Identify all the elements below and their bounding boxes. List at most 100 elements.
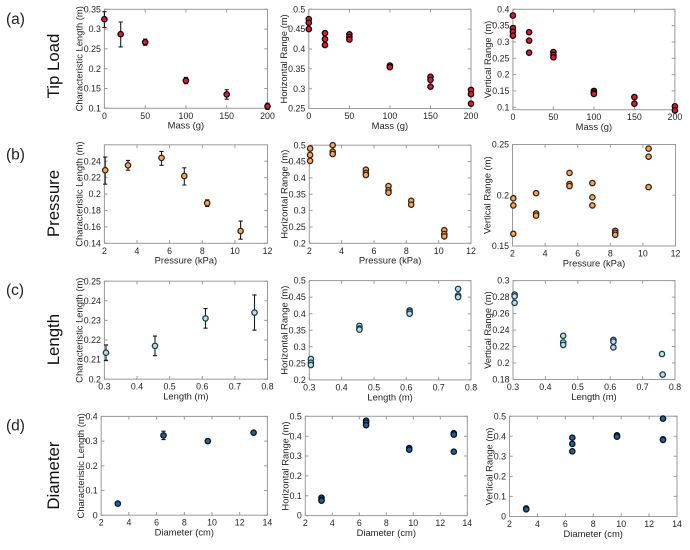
- svg-text:10: 10: [230, 246, 240, 256]
- svg-text:Horizontal Range (m): Horizontal Range (m): [279, 421, 290, 510]
- svg-text:0.1: 0.1: [290, 491, 302, 501]
- svg-text:0.4: 0.4: [294, 309, 306, 319]
- svg-text:0.25: 0.25: [289, 222, 306, 232]
- svg-text:2: 2: [507, 519, 512, 529]
- svg-text:Vertical Range (m): Vertical Range (m): [482, 291, 493, 369]
- svg-text:4: 4: [135, 246, 140, 256]
- svg-text:200: 200: [668, 112, 683, 122]
- svg-text:0.2: 0.2: [294, 238, 306, 248]
- svg-text:100: 100: [587, 112, 602, 122]
- svg-text:0.3: 0.3: [98, 382, 110, 392]
- svg-text:0.45: 0.45: [289, 157, 306, 167]
- svg-text:0.2: 0.2: [497, 70, 509, 80]
- svg-text:(c): (c): [6, 282, 24, 299]
- svg-text:12: 12: [235, 518, 245, 528]
- svg-text:6: 6: [167, 246, 172, 256]
- svg-text:0: 0: [306, 111, 311, 121]
- svg-text:0.3: 0.3: [294, 206, 306, 216]
- svg-text:200: 200: [260, 111, 275, 121]
- svg-text:Length (m): Length (m): [163, 391, 208, 402]
- svg-text:4: 4: [535, 519, 540, 529]
- svg-text:8: 8: [182, 518, 187, 528]
- svg-text:0.14: 0.14: [84, 238, 101, 248]
- svg-text:0.25: 0.25: [84, 276, 101, 286]
- svg-text:Length (m): Length (m): [571, 391, 616, 402]
- svg-text:0.7: 0.7: [636, 382, 648, 392]
- svg-text:0.21: 0.21: [84, 355, 101, 365]
- svg-text:0.5: 0.5: [368, 382, 380, 392]
- svg-text:0.3: 0.3: [85, 436, 97, 446]
- svg-text:50: 50: [549, 112, 559, 122]
- svg-text:6: 6: [575, 249, 580, 259]
- svg-text:Horizontal Range (m): Horizontal Range (m): [278, 14, 289, 103]
- svg-text:50: 50: [140, 111, 150, 121]
- svg-text:0.25: 0.25: [492, 53, 509, 63]
- svg-text:100: 100: [383, 111, 398, 121]
- svg-text:0.25: 0.25: [289, 358, 306, 368]
- svg-text:0.2: 0.2: [494, 472, 506, 482]
- svg-text:6: 6: [563, 519, 568, 529]
- svg-text:2: 2: [303, 518, 308, 528]
- svg-text:(a): (a): [6, 11, 25, 28]
- svg-text:0.8: 0.8: [261, 382, 273, 392]
- svg-text:0.2: 0.2: [89, 189, 101, 199]
- svg-text:0.3: 0.3: [497, 276, 509, 286]
- svg-text:0.25: 0.25: [288, 104, 305, 114]
- svg-text:0.35: 0.35: [289, 325, 306, 335]
- svg-text:8: 8: [404, 246, 409, 256]
- svg-text:Pressure: Pressure: [44, 170, 63, 237]
- svg-text:0.4: 0.4: [85, 412, 97, 422]
- svg-text:0: 0: [93, 510, 98, 520]
- svg-text:0.7: 0.7: [433, 382, 445, 392]
- svg-text:14: 14: [672, 519, 682, 529]
- svg-text:0.3: 0.3: [303, 382, 315, 392]
- svg-text:0.4: 0.4: [539, 382, 551, 392]
- svg-text:(b): (b): [6, 147, 25, 164]
- svg-text:0.5: 0.5: [294, 140, 306, 150]
- svg-text:0.3: 0.3: [494, 451, 506, 461]
- svg-text:Diameter: Diameter: [44, 441, 63, 509]
- svg-text:0.15: 0.15: [84, 84, 101, 94]
- svg-text:Horizontal Range (m): Horizontal Range (m): [278, 286, 289, 375]
- svg-text:Pressure (kPa): Pressure (kPa): [563, 257, 626, 268]
- svg-text:Mass (g): Mass (g): [372, 120, 408, 131]
- svg-text:50: 50: [345, 111, 355, 121]
- svg-text:10: 10: [434, 246, 444, 256]
- svg-text:0.3: 0.3: [497, 37, 509, 47]
- svg-text:0.22: 0.22: [84, 335, 101, 345]
- svg-text:0.5: 0.5: [290, 411, 302, 421]
- svg-text:Pressure (kPa): Pressure (kPa): [359, 255, 422, 266]
- svg-text:4: 4: [330, 518, 335, 528]
- svg-text:0.15: 0.15: [492, 241, 509, 251]
- svg-text:0.1: 0.1: [89, 103, 101, 113]
- svg-text:6: 6: [357, 518, 362, 528]
- svg-text:0: 0: [102, 111, 107, 121]
- svg-text:150: 150: [423, 111, 438, 121]
- svg-text:0.35: 0.35: [289, 189, 306, 199]
- svg-text:0.28: 0.28: [492, 292, 509, 302]
- svg-text:0.4: 0.4: [131, 382, 143, 392]
- svg-text:0.4: 0.4: [497, 4, 509, 14]
- svg-text:100: 100: [179, 111, 194, 121]
- svg-text:0.3: 0.3: [507, 382, 519, 392]
- svg-text:12: 12: [671, 249, 681, 259]
- svg-text:0.6: 0.6: [604, 382, 616, 392]
- svg-text:8: 8: [200, 246, 205, 256]
- svg-text:Vertical Range (m): Vertical Range (m): [482, 156, 493, 234]
- svg-text:0.8: 0.8: [669, 382, 681, 392]
- svg-text:0.2: 0.2: [89, 64, 101, 74]
- svg-text:2: 2: [510, 249, 515, 259]
- svg-text:0.1: 0.1: [497, 102, 509, 112]
- svg-text:0.35: 0.35: [84, 4, 101, 14]
- svg-text:Diameter (cm): Diameter (cm): [155, 527, 214, 538]
- svg-text:4: 4: [339, 246, 344, 256]
- svg-text:0.2: 0.2: [497, 358, 509, 368]
- svg-text:0.7: 0.7: [229, 382, 241, 392]
- svg-text:10: 10: [408, 518, 418, 528]
- svg-text:0.2: 0.2: [89, 374, 101, 384]
- svg-text:Tip Load: Tip Load: [44, 34, 63, 99]
- svg-text:0.35: 0.35: [288, 64, 305, 74]
- svg-text:0.4: 0.4: [294, 173, 306, 183]
- svg-text:Diameter (cm): Diameter (cm): [357, 527, 416, 538]
- svg-text:0.45: 0.45: [288, 24, 305, 34]
